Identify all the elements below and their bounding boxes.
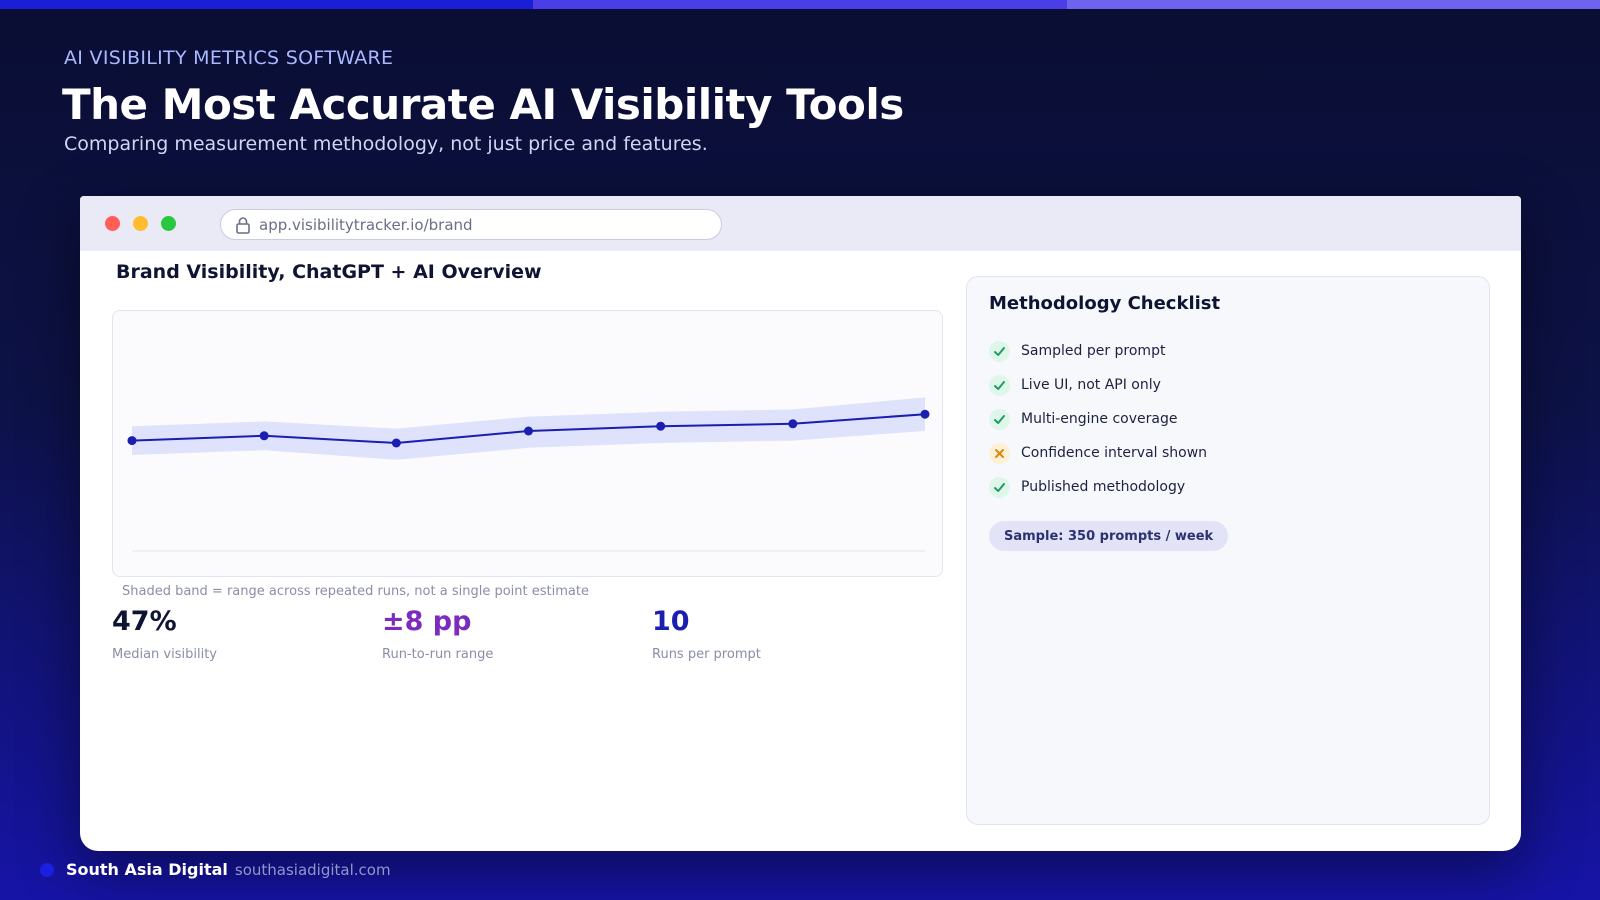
chart-canvas xyxy=(127,397,930,552)
footer-brand: South Asia Digital xyxy=(66,860,228,879)
check-icon xyxy=(989,408,1010,430)
checklist-item: Confidence interval shown xyxy=(989,442,1207,464)
methodology-checklist: Methodology Checklist Sampled per prompt… xyxy=(966,276,1490,825)
maximize-window-button[interactable] xyxy=(161,216,176,231)
stat-label: Run-to-run range xyxy=(382,647,494,662)
data-point[interactable] xyxy=(920,409,930,419)
stat-value: 47% xyxy=(112,606,177,637)
checklist-item-label: Confidence interval shown xyxy=(1021,445,1208,461)
checklist-item: Sampled per prompt xyxy=(989,340,1165,362)
stat-runs-per-prompt: 10 Runs per prompt xyxy=(652,606,761,662)
stat-label: Median visibility xyxy=(112,647,217,662)
checklist-title: Methodology Checklist xyxy=(989,293,1221,314)
eyebrow-label: AI VISIBILITY METRICS SOFTWARE xyxy=(64,47,394,69)
lock-icon xyxy=(236,216,250,234)
data-point[interactable] xyxy=(656,421,666,431)
check-icon xyxy=(989,476,1010,498)
checklist-item-label: Sampled per prompt xyxy=(1021,343,1166,359)
browser-window: app.visibilitytracker.io/brand Brand Vis… xyxy=(80,196,1521,851)
top-accent-bar xyxy=(0,0,1600,9)
checklist-item: Published methodology xyxy=(989,476,1185,498)
stat-label: Runs per prompt xyxy=(652,647,761,662)
checklist-item-label: Published methodology xyxy=(1021,479,1186,495)
brand-dot-icon xyxy=(40,862,54,877)
page-subtitle: Comparing measurement methodology, not j… xyxy=(64,133,708,155)
footer: South Asia Digital southasiadigital.com xyxy=(40,860,391,879)
checklist-item-label: Live UI, not API only xyxy=(1021,377,1161,393)
url-text: app.visibilitytracker.io/brand xyxy=(259,215,473,234)
checklist-item: Multi-engine coverage xyxy=(989,408,1177,430)
data-point[interactable] xyxy=(259,431,269,441)
data-point[interactable] xyxy=(788,419,798,429)
panel-title: Brand Visibility, ChatGPT + AI Overview xyxy=(116,261,542,283)
close-window-button[interactable] xyxy=(105,216,120,231)
data-point[interactable] xyxy=(524,426,533,436)
checklist-item: Live UI, not API only xyxy=(989,374,1161,396)
browser-chrome: app.visibilitytracker.io/brand xyxy=(80,196,1521,251)
page-title: The Most Accurate AI Visibility Tools xyxy=(62,80,904,129)
stat-median-visibility: 47% Median visibility xyxy=(112,606,217,662)
accent-segment xyxy=(533,0,1067,9)
minimize-window-button[interactable] xyxy=(133,216,148,231)
visibility-chart xyxy=(112,310,943,577)
x-icon xyxy=(989,442,1010,464)
stat-value: 10 xyxy=(652,606,690,637)
checklist-item-label: Multi-engine coverage xyxy=(1021,411,1178,427)
accent-segment xyxy=(1066,0,1600,9)
sample-size-badge: Sample: 350 prompts / week xyxy=(989,521,1229,551)
stat-run-range: ±8 pp Run-to-run range xyxy=(382,606,493,662)
check-icon xyxy=(989,374,1010,396)
address-bar[interactable]: app.visibilitytracker.io/brand xyxy=(220,209,722,240)
data-point[interactable] xyxy=(127,436,137,446)
chart-note: Shaded band = range across repeated runs… xyxy=(122,584,589,599)
stat-value: ±8 pp xyxy=(382,606,472,637)
footer-link[interactable]: southasiadigital.com xyxy=(234,860,391,879)
data-point[interactable] xyxy=(391,438,401,448)
check-icon xyxy=(989,340,1010,362)
accent-segment xyxy=(0,0,534,9)
